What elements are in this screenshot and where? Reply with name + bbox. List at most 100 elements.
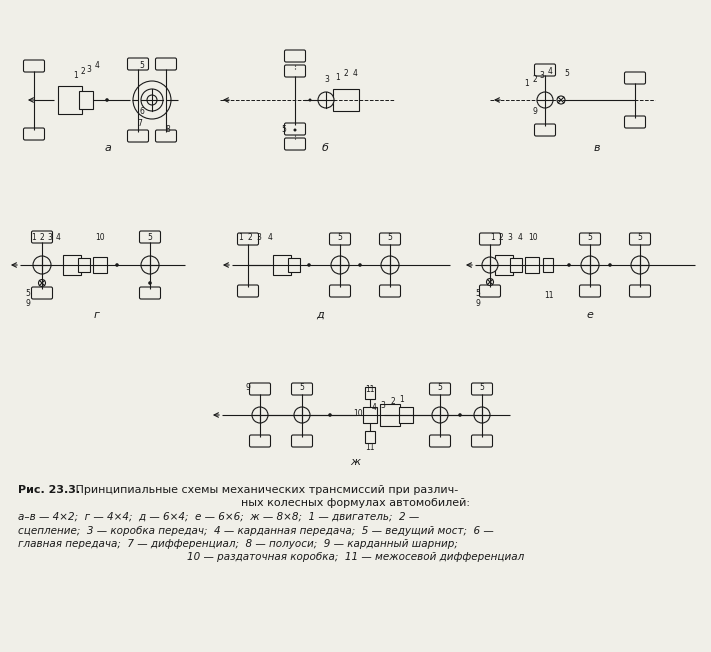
FancyBboxPatch shape	[329, 285, 351, 297]
Bar	[543, 258, 553, 272]
Bar	[78, 258, 90, 272]
FancyBboxPatch shape	[284, 138, 306, 150]
Text: 4: 4	[353, 70, 358, 78]
Text: 9: 9	[533, 108, 538, 117]
Text: 5: 5	[387, 233, 392, 243]
Circle shape	[581, 256, 599, 274]
FancyBboxPatch shape	[127, 130, 149, 142]
Text: 8: 8	[166, 125, 171, 134]
Bar	[33, 288, 51, 297]
Bar	[626, 74, 644, 83]
Bar	[141, 233, 159, 241]
Circle shape	[33, 256, 51, 274]
FancyBboxPatch shape	[579, 233, 601, 245]
Bar	[58, 86, 82, 114]
Circle shape	[537, 92, 553, 108]
FancyBboxPatch shape	[156, 130, 176, 142]
Text: 10 — раздаточная коробка;  11 — межосевой дифференциал: 10 — раздаточная коробка; 11 — межосевой…	[187, 552, 524, 563]
Bar	[495, 255, 513, 275]
FancyBboxPatch shape	[579, 285, 601, 297]
Text: 5: 5	[587, 233, 592, 243]
Text: 5: 5	[139, 61, 144, 70]
Bar	[239, 235, 257, 243]
Bar	[141, 288, 159, 297]
Text: Рис. 23.3.: Рис. 23.3.	[18, 485, 80, 495]
FancyBboxPatch shape	[237, 285, 259, 297]
Circle shape	[141, 89, 163, 111]
Text: д: д	[316, 310, 324, 320]
Circle shape	[608, 263, 611, 267]
Text: а: а	[105, 143, 112, 153]
FancyBboxPatch shape	[156, 58, 176, 70]
Bar	[251, 436, 269, 445]
Text: 2: 2	[498, 233, 503, 243]
Circle shape	[432, 407, 448, 423]
Text: е: е	[587, 310, 594, 320]
Text: 11: 11	[365, 443, 375, 451]
Bar	[536, 125, 554, 134]
Circle shape	[294, 68, 296, 72]
FancyBboxPatch shape	[31, 287, 53, 299]
Text: 1: 1	[525, 78, 530, 87]
FancyBboxPatch shape	[380, 233, 400, 245]
Bar	[293, 436, 311, 445]
Bar	[473, 436, 491, 445]
FancyBboxPatch shape	[127, 58, 149, 70]
Text: 9: 9	[26, 299, 31, 308]
Text: 1: 1	[491, 233, 496, 243]
Text: 2: 2	[247, 233, 252, 243]
Circle shape	[458, 413, 462, 417]
Bar	[331, 235, 349, 243]
Bar	[288, 258, 300, 272]
Text: 11: 11	[365, 385, 375, 394]
Text: 1: 1	[336, 72, 341, 82]
Circle shape	[148, 281, 152, 285]
Text: 5: 5	[282, 125, 287, 134]
Bar	[363, 407, 377, 423]
Circle shape	[486, 278, 493, 286]
Bar	[481, 235, 499, 243]
Bar	[525, 257, 539, 273]
Bar	[431, 436, 449, 445]
Bar	[293, 385, 311, 394]
Bar	[431, 385, 449, 394]
Text: 6: 6	[139, 108, 144, 117]
FancyBboxPatch shape	[535, 64, 555, 76]
Text: 3: 3	[540, 70, 545, 80]
Bar	[239, 286, 257, 295]
FancyBboxPatch shape	[471, 383, 493, 395]
Circle shape	[115, 263, 119, 267]
FancyBboxPatch shape	[429, 383, 451, 395]
Circle shape	[331, 256, 349, 274]
Bar	[481, 286, 499, 295]
Bar	[631, 235, 649, 243]
Circle shape	[318, 92, 334, 108]
Text: 3: 3	[380, 400, 385, 409]
Bar	[626, 117, 644, 126]
Circle shape	[38, 280, 46, 286]
Circle shape	[141, 256, 159, 274]
Text: 4: 4	[547, 68, 552, 76]
Bar	[331, 286, 349, 295]
FancyBboxPatch shape	[624, 72, 646, 84]
FancyBboxPatch shape	[250, 435, 270, 447]
Text: 5: 5	[148, 233, 152, 243]
Text: 2: 2	[533, 74, 538, 83]
Text: 5: 5	[479, 383, 484, 391]
Bar	[157, 132, 175, 140]
Bar	[25, 130, 43, 138]
Text: ных колесных формулах автомобилей:: ных колесных формулах автомобилей:	[241, 499, 470, 509]
Bar	[473, 385, 491, 394]
Text: 7: 7	[137, 119, 142, 128]
Bar	[581, 235, 599, 243]
Bar	[129, 132, 147, 140]
Circle shape	[252, 407, 268, 423]
Text: главная передача;  7 — дифференциал;  8 — полуоси;  9 — карданный шарнир;: главная передача; 7 — дифференциал; 8 — …	[18, 539, 458, 549]
Circle shape	[294, 128, 296, 132]
Bar	[365, 431, 375, 443]
Text: 1: 1	[400, 394, 405, 404]
FancyBboxPatch shape	[237, 233, 259, 245]
Bar	[381, 235, 399, 243]
Text: 2: 2	[80, 68, 85, 76]
Circle shape	[567, 263, 571, 267]
